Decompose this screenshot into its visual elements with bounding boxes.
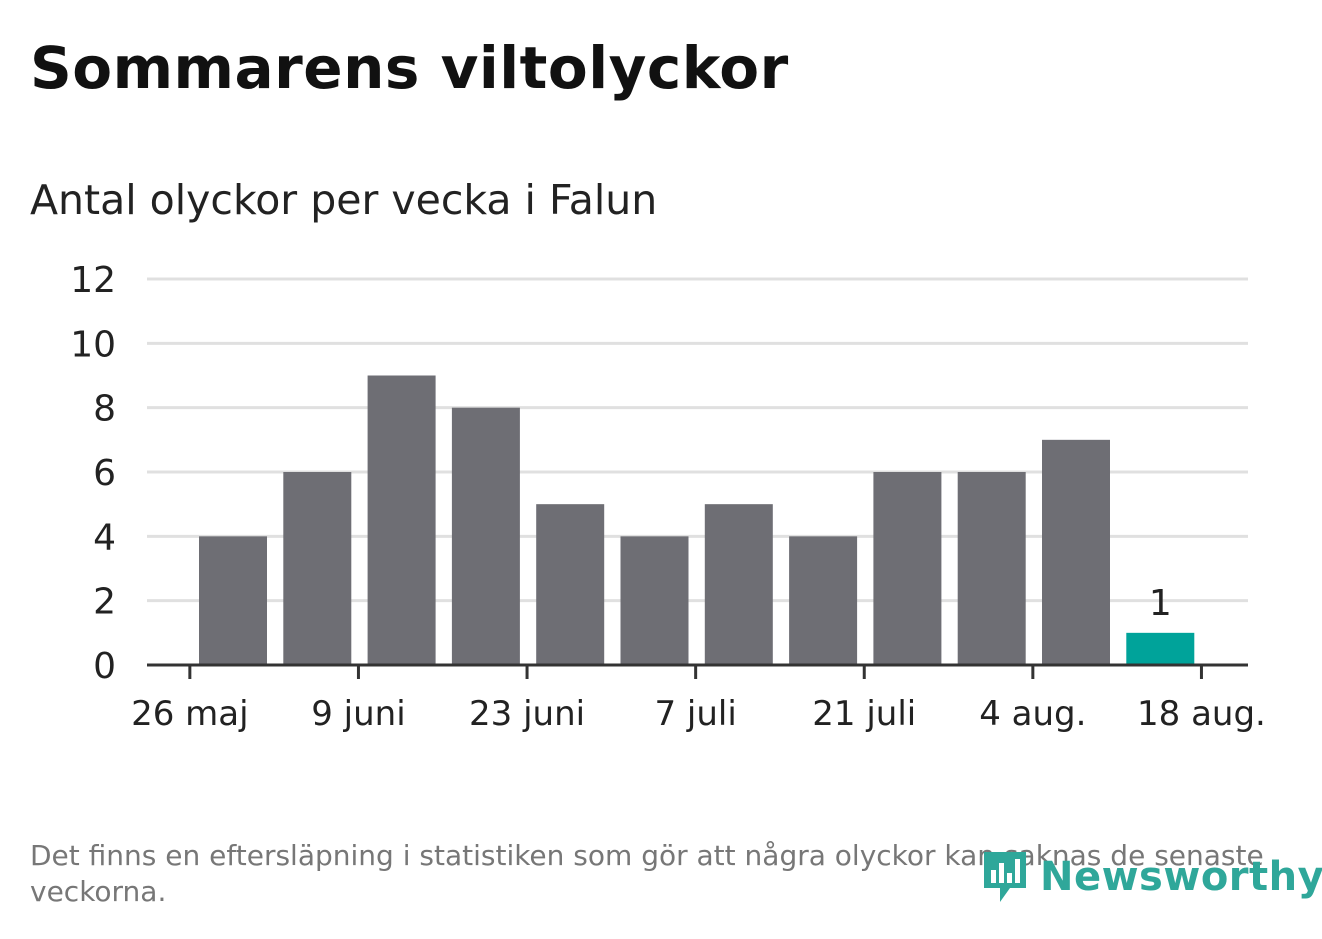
x-tick-label-1: 9 juni	[311, 694, 405, 734]
x-tick-label-0: 26 maj	[131, 694, 248, 734]
bar-0	[199, 536, 267, 665]
bar-4	[536, 504, 605, 665]
bar-9	[957, 472, 1026, 665]
y-tick-label-0: 0	[93, 646, 116, 687]
value-label-11: 1	[1149, 583, 1172, 624]
bar-1	[283, 472, 352, 665]
x-tick-label-3: 7 juli	[654, 694, 736, 734]
x-tick-label-2: 23 juni	[469, 694, 585, 734]
y-tick-label-6: 6	[93, 453, 116, 494]
bar-7	[789, 536, 858, 665]
bar-3	[451, 407, 520, 665]
newsworthy-icon	[984, 852, 1026, 902]
footnote: Det finns en eftersläpning i statistiken…	[30, 839, 1264, 908]
newsworthy-logo: Newsworthy	[980, 848, 1322, 906]
chart-subtitle: Antal olyckor per vecka i Falun	[30, 176, 658, 224]
x-tick-label-4: 21 juli	[812, 694, 916, 734]
bar-2	[367, 375, 436, 665]
chart-title: Sommarens viltolyckor	[30, 34, 789, 102]
bar-11	[1126, 632, 1195, 665]
x-tick-label-6: 18 aug.	[1137, 694, 1266, 734]
y-tick-label-2: 2	[93, 582, 116, 623]
brand-name: Newsworthy	[1040, 854, 1322, 900]
bar-10	[1042, 439, 1110, 665]
bar-6	[704, 504, 773, 665]
bar-5	[620, 536, 689, 665]
bar-chart: 0 2 4 6 8 10 12 1 26 maj 9 juni 23 juni 7 juli 21 ju…	[70, 260, 1266, 734]
x-tick-label-5: 4 aug.	[979, 694, 1086, 734]
y-tick-label-4: 4	[93, 517, 116, 558]
y-tick-label-12: 12	[70, 260, 116, 301]
y-tick-label-8: 8	[93, 389, 116, 430]
bar-8	[873, 472, 942, 665]
y-tick-label-10: 10	[70, 324, 116, 365]
